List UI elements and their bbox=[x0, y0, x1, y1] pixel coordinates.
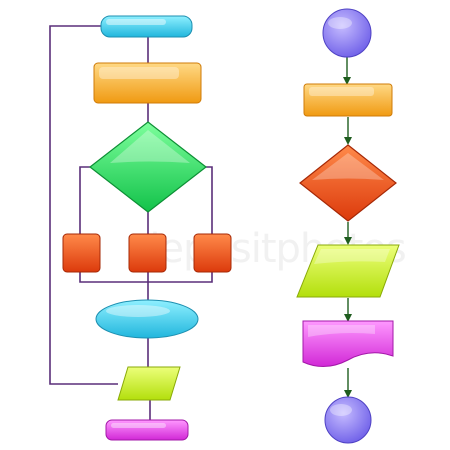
document-shape bbox=[302, 320, 394, 367]
shape-highlight bbox=[309, 87, 374, 96]
connector-line bbox=[79, 166, 90, 234]
shape-highlight bbox=[312, 153, 384, 180]
shape-highlight bbox=[314, 249, 390, 264]
decision-shape bbox=[299, 144, 397, 222]
data-shape bbox=[296, 244, 400, 298]
shape-highlight bbox=[111, 423, 166, 428]
loop-back-line bbox=[49, 25, 118, 385]
process-shape bbox=[62, 233, 101, 273]
process-shape bbox=[128, 233, 167, 273]
right-connectors bbox=[343, 57, 352, 398]
process-shape bbox=[93, 62, 202, 104]
decision-shape bbox=[89, 121, 207, 213]
connector-circle-shape bbox=[322, 8, 372, 58]
left-flow bbox=[62, 15, 232, 441]
right-flow bbox=[296, 8, 400, 444]
shape-highlight bbox=[106, 305, 170, 317]
shape-highlight bbox=[99, 67, 179, 79]
connector-line bbox=[206, 166, 213, 234]
shape-highlight bbox=[110, 130, 190, 163]
terminal-shape bbox=[100, 15, 193, 38]
shape-highlight bbox=[330, 404, 352, 416]
connector-line bbox=[79, 272, 213, 283]
process-shape bbox=[303, 83, 393, 117]
terminal-shape bbox=[105, 419, 189, 441]
process-shape bbox=[193, 233, 232, 273]
left-connectors bbox=[49, 25, 213, 420]
connector-circle-shape bbox=[324, 396, 372, 444]
shape-highlight bbox=[308, 325, 375, 337]
terminal-ellipse-shape bbox=[95, 299, 199, 339]
shape-highlight bbox=[328, 17, 352, 29]
shape-highlight bbox=[106, 19, 166, 25]
data-shape bbox=[117, 366, 181, 401]
